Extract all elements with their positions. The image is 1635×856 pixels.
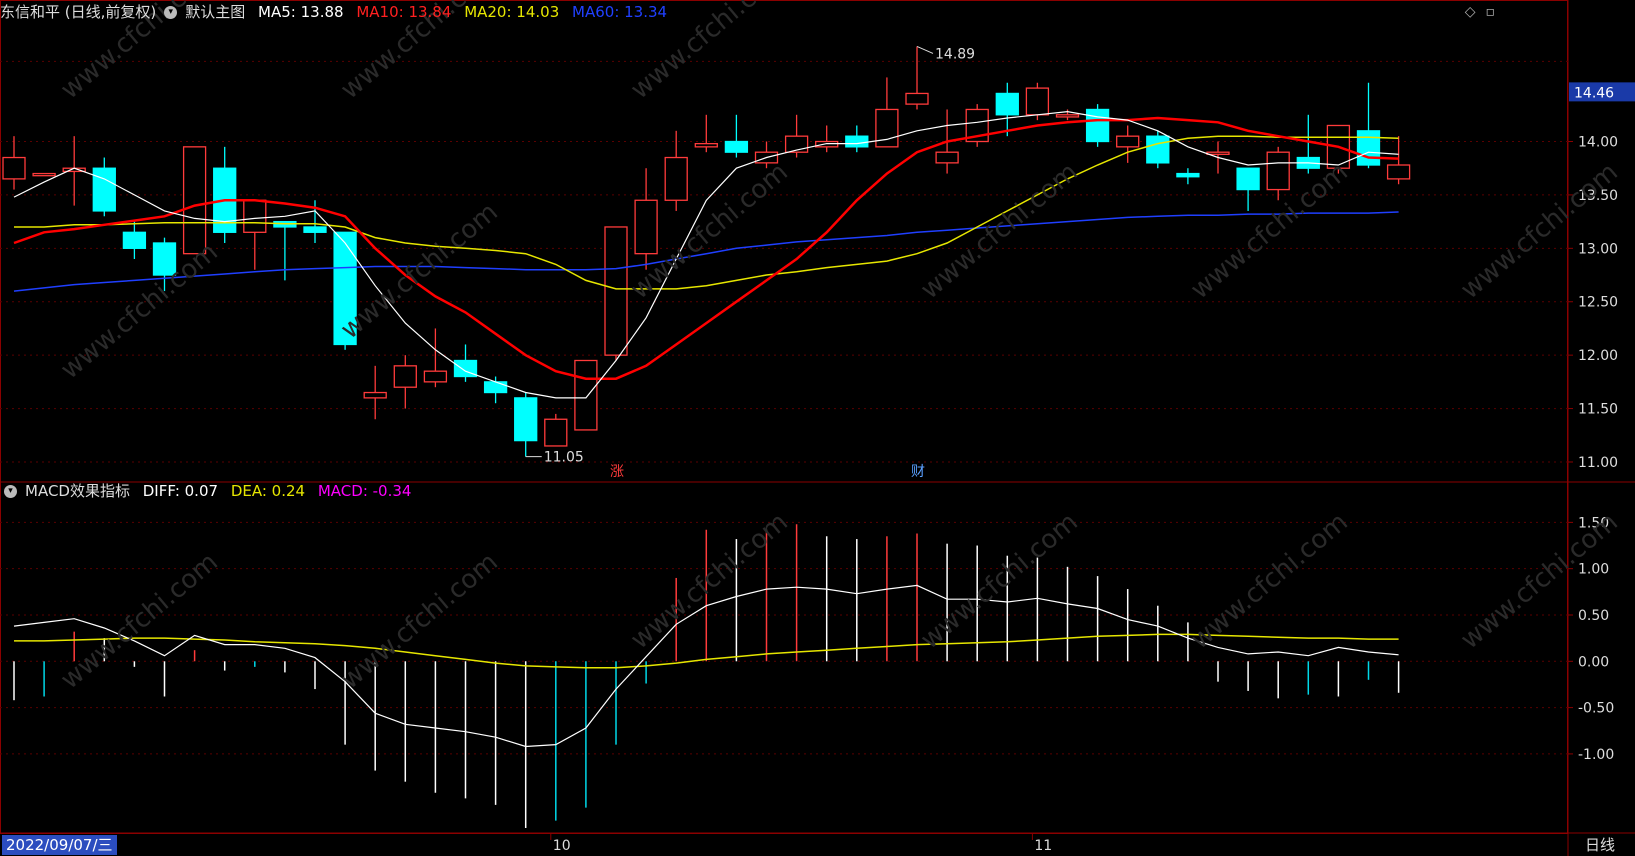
ma10-label: MA10: 13.84 [356,3,452,21]
restore-icon[interactable]: ▫ [1485,4,1496,20]
dea-label: DEA: 0.24 [230,482,306,500]
diamond-icon[interactable]: ◇ [1464,4,1476,20]
candle-body [122,231,147,249]
dea-line [14,633,1399,669]
time-tick-label: 11 [1034,838,1052,854]
candle-body [483,381,508,394]
price-tick-label: 13.50 [1578,188,1618,204]
time-tick-label: 10 [553,838,571,854]
candle-body [1085,108,1110,143]
macd-tick-label: 0.50 [1578,608,1609,624]
candle-body [333,231,357,346]
price-tick-label: 12.50 [1578,295,1618,311]
watermark: www.cfchi.com [1455,157,1624,305]
diff-label: DIFF: 0.07 [142,482,219,500]
candle-body [1146,135,1170,164]
candle-body [845,135,869,148]
candle-body [875,108,899,148]
candle-body [152,242,177,276]
candle-body [363,391,387,399]
macd-label: MACD: -0.34 [317,482,412,500]
price-tick-label: 11.00 [1578,455,1618,471]
stock-title: 东信和平 (日线,前复权) [0,3,157,21]
candle-body [423,370,448,383]
window-controls: ◇ ▫ [1455,4,1495,20]
watermark: www.cfchi.com [335,547,504,695]
candle-body [905,92,929,105]
main-chart-header: 东信和平 (日线,前复权) ▾ 默认主图 MA5: 13.88 MA10: 13.8… [0,0,675,24]
ma60-label: MA60: 13.34 [572,3,668,21]
main-chart-label[interactable]: 默认主图 [185,3,246,21]
low-label: 11.05 [544,450,584,466]
candle-body [303,226,327,233]
dropdown-icon[interactable]: ▾ [164,6,178,19]
candle-body [1055,114,1080,118]
candle-body [32,172,56,177]
ma60-line [13,211,1399,292]
candle-body [724,140,749,153]
diff-line [13,584,1399,748]
event-marker: 涨 [610,464,624,480]
candle-body [664,156,688,201]
period-label[interactable]: 日线 [1584,836,1615,854]
price-tick-label: 14.00 [1578,135,1618,151]
macd-tick-label: 0.00 [1578,654,1609,670]
ma20-line [14,135,1399,290]
candle-body [604,226,628,356]
macd-tick-label: 1.50 [1578,515,1609,531]
date-readout: 2022/09/07/三 [2,835,117,855]
candle-body [995,92,1019,116]
candle-body [453,359,478,378]
dropdown-icon[interactable]: ▾ [4,485,17,498]
candle-body [1176,172,1200,178]
candle-body [1206,151,1230,155]
current-price-box [1569,82,1635,102]
price-tick-label: 13.00 [1578,241,1618,257]
candle-body [935,151,959,164]
ma10-line [13,116,1399,380]
macd-tick-label: -1.00 [1578,747,1614,763]
candle-body [1116,135,1140,148]
high-pointer [916,45,934,54]
event-marker: 财 [911,464,925,480]
candle-body [1386,164,1411,180]
macd-tick-label: 1.00 [1578,562,1609,578]
ma20-label: MA20: 14.03 [464,3,560,21]
candle-body [1025,87,1050,116]
price-tick-label: 12.00 [1578,348,1618,364]
watermark: www.cfchi.com [55,237,224,385]
candle-body [393,365,417,388]
candle-body [574,359,598,431]
candle-body [514,397,538,442]
watermark: www.cfchi.com [625,507,794,655]
candle-body [1266,151,1290,191]
watermark: www.cfchi.com [915,507,1084,655]
candle-body [243,199,267,233]
candle-body [1356,130,1381,166]
macd-header: ▾ MACD效果指标 DIFF: 0.07 DEA: 0.24 MACD: -0.… [0,479,419,503]
candle-body [634,199,658,255]
candle-body [182,146,207,255]
watermark: www.cfchi.com [1185,507,1354,655]
candle-body [694,142,718,148]
price-tick-label: 11.50 [1578,402,1618,418]
ma5-line [13,110,1399,399]
candle-body [965,108,989,143]
candle-body [544,418,568,447]
macd-title[interactable]: MACD效果指标 [25,482,130,500]
macd-tick-label: -0.50 [1578,701,1614,717]
current-price-label: 14.46 [1574,85,1614,101]
watermark: www.cfchi.com [1455,507,1624,655]
candle-body [2,156,26,180]
ma5-label: MA5: 13.88 [258,3,344,21]
candle-body [1236,167,1260,191]
candle-body [92,167,116,212]
high-label: 14.89 [935,46,975,62]
candle-body [784,135,809,153]
